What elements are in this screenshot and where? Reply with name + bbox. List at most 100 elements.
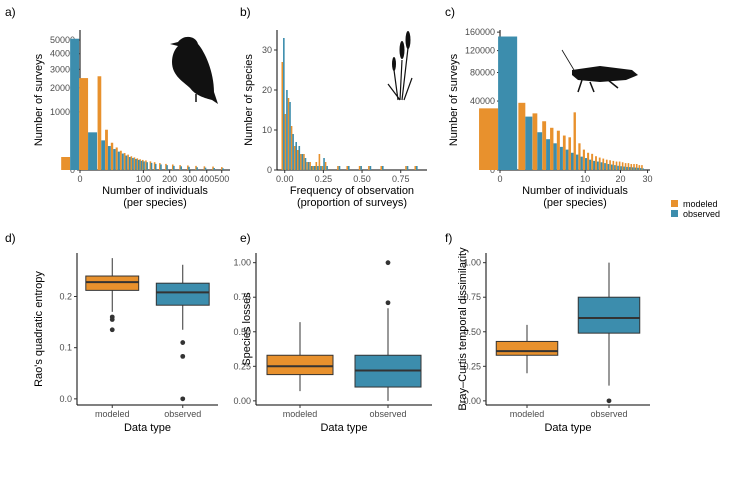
bar-observed: [626, 166, 628, 170]
bar-observed: [416, 166, 418, 170]
bar-modeled: [165, 163, 167, 170]
bar-modeled: [346, 166, 349, 170]
bar-observed: [135, 158, 137, 170]
x-tick-label: 100: [136, 174, 151, 184]
bar-observed: [222, 168, 224, 170]
grass-head: [405, 31, 411, 49]
x-tick-label: observed: [369, 409, 406, 419]
bar-observed: [600, 162, 603, 170]
bar-modeled: [321, 166, 324, 170]
x-axis-title: (per species): [123, 197, 187, 209]
bar-modeled: [136, 158, 139, 170]
grass-stems: [387, 47, 413, 101]
outlier-point: [385, 300, 391, 306]
bar-observed: [607, 164, 610, 170]
outlier-point: [109, 317, 115, 322]
bar-modeled: [61, 157, 71, 170]
bar-observed: [629, 167, 631, 170]
bar-observed: [143, 161, 145, 170]
bar-observed: [137, 159, 140, 170]
x-tick-label: modeled: [283, 409, 318, 419]
grasshopper-silhouette-icon: [561, 49, 638, 93]
bar-observed: [154, 163, 157, 170]
y-axis-title: Bray–Curtis temporal dissimilarity: [457, 247, 469, 411]
bar-modeled: [130, 156, 133, 170]
bar-modeled: [405, 166, 407, 170]
bar-observed: [634, 167, 637, 170]
bar-modeled: [203, 166, 206, 170]
bar-modeled: [615, 161, 618, 170]
bar-modeled: [127, 154, 129, 170]
bar-modeled: [139, 159, 141, 170]
outlier-point: [180, 396, 186, 402]
bar-observed: [623, 166, 625, 170]
bar-modeled: [414, 166, 417, 170]
bar-modeled: [300, 154, 302, 170]
x-tick-label: observed: [164, 409, 201, 419]
bar-modeled: [582, 149, 585, 170]
bar-observed: [553, 143, 557, 170]
bar-modeled: [296, 150, 299, 170]
bar-modeled: [380, 166, 383, 170]
x-tick-label: 0.00: [276, 174, 294, 184]
bar-modeled: [609, 160, 611, 170]
panel-e: e) 0.00 0.25 0.50 0.75 1.00 Species losses mode…: [233, 231, 432, 434]
x-tick-label: 30: [643, 174, 653, 184]
bar-modeled: [212, 166, 214, 170]
y-tick-label: 0.00: [463, 396, 481, 406]
bar-observed: [610, 164, 613, 170]
bar-modeled: [602, 158, 605, 170]
y-tick-label: 0.1: [59, 343, 72, 353]
bar-modeled: [591, 153, 594, 170]
bar-observed: [637, 167, 639, 170]
bar-modeled: [153, 162, 156, 170]
bar-modeled: [318, 154, 321, 170]
panel-label: c): [445, 5, 455, 19]
bar-modeled: [110, 142, 114, 170]
bar-modeled: [337, 166, 339, 170]
bar-modeled: [542, 121, 547, 170]
bar-modeled: [638, 165, 641, 170]
bar-observed: [113, 149, 116, 170]
bar-modeled: [306, 162, 308, 170]
x-axis-title: (proportion of surveys): [297, 197, 407, 209]
y-axis-title: Number of surveys: [448, 53, 460, 146]
grass-silhouette-icon: [387, 31, 413, 101]
bar-modeled: [612, 160, 615, 170]
bar-modeled: [578, 143, 581, 170]
x-tick-label: 0.50: [353, 174, 371, 184]
bar-observed: [298, 146, 301, 170]
bar-observed: [121, 153, 124, 170]
bar-observed: [546, 139, 551, 170]
y-axis-title: Number of species: [243, 54, 255, 146]
outlier-point: [180, 340, 186, 345]
bar-observed: [604, 163, 606, 170]
bar-modeled: [290, 126, 293, 170]
bar-observed: [498, 36, 518, 171]
bar-modeled: [315, 162, 318, 170]
bar-observed: [117, 151, 120, 170]
bar-observed: [166, 165, 168, 170]
panel-label: e): [240, 231, 251, 245]
bar-observed: [307, 162, 310, 170]
x-axis-title: Frequency of observation: [290, 185, 414, 197]
bar-observed: [304, 158, 307, 170]
y-tick-label: 20000: [50, 83, 75, 93]
bar-observed: [196, 167, 198, 170]
x-tick-label: 10: [580, 174, 590, 184]
bar-observed: [286, 90, 288, 170]
y-tick-label: 30: [262, 45, 272, 55]
panel-d: d) 0.0 0.1 0.2 Rao's quadratic entropy modele…: [5, 231, 218, 434]
grasshopper-antenna: [561, 49, 575, 71]
bar-observed: [160, 164, 162, 170]
bar-modeled: [605, 159, 608, 170]
x-tick-label: 0: [497, 174, 502, 184]
bar-observed: [596, 161, 599, 170]
bar-observed: [323, 158, 325, 170]
bar-modeled: [618, 161, 621, 170]
bird-body: [170, 36, 218, 104]
bar-observed: [204, 167, 207, 170]
y-tick-label: 0.2: [59, 292, 72, 302]
bar-modeled: [556, 130, 560, 170]
